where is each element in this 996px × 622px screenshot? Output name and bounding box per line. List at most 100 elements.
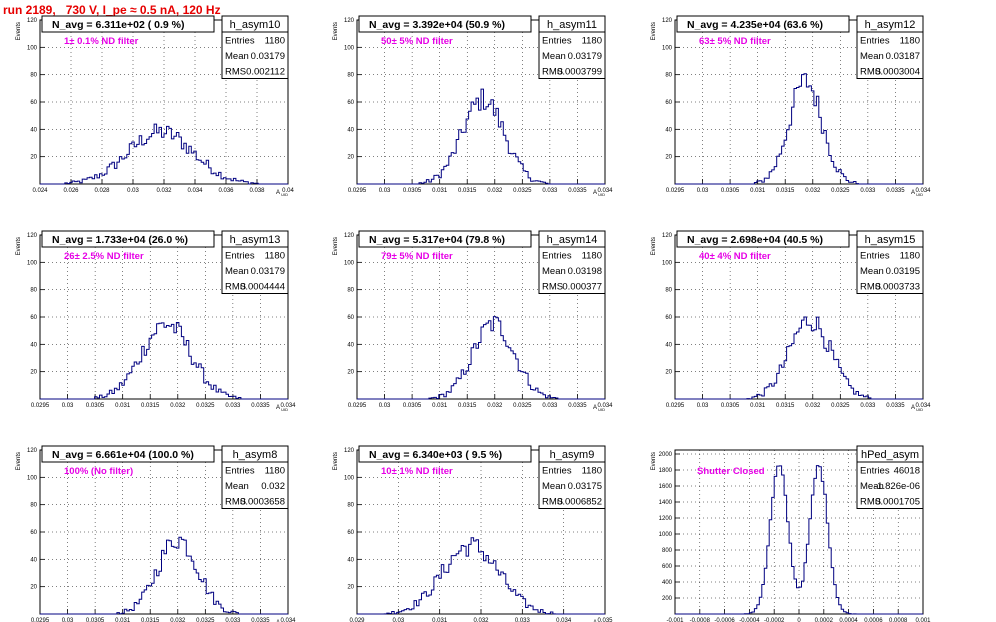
x-tick-label: 0.0305: [403, 188, 422, 194]
histogram-panel-h_asym14: 0.0295 0.03 0.0305 0.031 0.0315 0.032 0.0325 0.…: [333, 230, 613, 412]
stats-box: [538, 15, 606, 79]
y-tick-label: 40: [665, 342, 672, 348]
y-tick-label: 1600: [659, 484, 673, 490]
navg-label: N_avg = 4.235e+04 (63.6 %): [687, 19, 823, 31]
x-tick-label: 0.0315: [776, 188, 795, 194]
filter-annotation: 63± 5% ND filter: [699, 36, 771, 47]
y-tick-label: 80: [30, 73, 37, 79]
x-tick-label: 0.0315: [458, 403, 477, 409]
x-tick-label: 0.032: [487, 403, 503, 409]
y-tick-label: 100: [662, 260, 673, 266]
y-tick-label: 20: [30, 155, 37, 161]
x-tick-label: 0.0006: [864, 618, 883, 622]
x-axis-title: A UID: [276, 620, 288, 622]
histogram-hPed_asym: [675, 465, 923, 615]
stats-value: 0.03198: [568, 266, 602, 277]
stats-label: Mean: [225, 51, 249, 62]
stats-box: [856, 15, 924, 79]
y-tick-label: 120: [662, 233, 673, 239]
stats-label: Entries: [860, 36, 890, 47]
x-tick-label: 0.033: [225, 618, 241, 622]
filter-annotation: 100% (No filter): [64, 466, 133, 477]
x-tick-label: 0.0295: [31, 403, 50, 409]
stats-box: [538, 445, 606, 509]
x-tick-label: 0.0295: [666, 188, 685, 194]
stats-title: h_asym11: [547, 19, 597, 31]
histogram-panel-h_asym13: 0.0295 0.03 0.0305 0.031 0.0315 0.032 0.0325 0.…: [16, 230, 296, 412]
y-axis-title: Events: [651, 452, 657, 470]
x-tick-label: 0.0295: [348, 188, 367, 194]
y-tick-label: 1000: [659, 532, 673, 538]
histogram-h_asym11: [357, 88, 605, 185]
stats-label: Entries: [225, 466, 255, 477]
x-tick-label: 0.033: [542, 403, 558, 409]
y-tick-label: 40: [30, 342, 37, 348]
y-tick-label: 40: [347, 342, 354, 348]
y-tick-label: 100: [662, 45, 673, 51]
navg-box: [358, 230, 532, 248]
x-tick-label: 0.034: [915, 403, 931, 409]
stats-label: RMS: [225, 497, 246, 508]
x-tick-label: 0.0295: [31, 618, 50, 622]
stats-value: -1.826e-06: [874, 481, 920, 492]
y-tick-label: 40: [665, 127, 672, 133]
x-tick-label: 0.032: [170, 618, 186, 622]
x-tick-label: 0.031: [750, 188, 766, 194]
filter-annotation: 40± 4% ND filter: [699, 251, 771, 262]
stats-label: Entries: [542, 251, 572, 262]
navg-label: N_avg = 5.317e+04 (79.8 %): [369, 234, 505, 246]
stats-value: 0.03179: [251, 51, 285, 62]
y-axis-title: Events: [333, 452, 339, 470]
x-tick-label: 0.0002: [815, 618, 834, 622]
y-axis-title: Events: [651, 22, 657, 40]
y-axis-title: Events: [333, 22, 339, 40]
x-tick-label: 0.0325: [513, 188, 532, 194]
stats-value: 0.000377: [562, 282, 602, 293]
stats-value: 46018: [894, 466, 920, 477]
navg-box: [358, 15, 532, 33]
y-tick-label: 1800: [659, 468, 673, 474]
y-tick-label: 60: [665, 100, 672, 106]
y-tick-label: 120: [27, 448, 38, 454]
y-tick-label: 20: [347, 585, 354, 591]
x-tick-label: 0.024: [32, 188, 48, 194]
x-tick-label: 0.031: [115, 618, 131, 622]
y-axis-title: Events: [651, 237, 657, 255]
histogram-panel-h_asym9: 0.029 0.03 0.031 0.032 0.033 0.034 0.035 20 40 60…: [333, 445, 613, 622]
stats-label: RMS: [860, 497, 881, 508]
x-tick-label: 0.0305: [86, 403, 105, 409]
y-tick-label: 40: [347, 557, 354, 563]
y-tick-label: 80: [665, 288, 672, 294]
x-tick-label: 0.03: [392, 618, 404, 622]
filter-annotation: 50± 5% ND filter: [381, 36, 453, 47]
stats-value: 0.0003658: [240, 497, 285, 508]
x-tick-label: 0.028: [94, 188, 110, 194]
stats-label: RMS: [542, 67, 563, 78]
y-tick-label: 100: [344, 260, 355, 266]
stats-label: Entries: [860, 466, 890, 477]
x-tick-label: 0.031: [432, 618, 448, 622]
navg-label: N_avg = 6.661e+04 (100.0 %): [52, 449, 194, 461]
stats-value: 1180: [900, 251, 920, 262]
run-title: run 2189, 730 V, I_pe ≈ 0.5 nA, 120 Hz: [3, 3, 221, 17]
stats-value: 0.032: [261, 481, 285, 492]
navg-box: [358, 445, 532, 463]
stats-label: Entries: [860, 251, 890, 262]
y-tick-label: 1400: [659, 500, 673, 506]
navg-label: N_avg = 2.698e+04 (40.5 %): [687, 234, 823, 246]
stats-value: 0.03175: [568, 481, 602, 492]
x-tick-label: 0.0305: [721, 188, 740, 194]
stats-box: [856, 230, 924, 294]
stats-title: h_asym9: [550, 449, 595, 461]
x-tick-label: 0.029: [349, 618, 365, 622]
x-tick-label: 0.034: [280, 403, 296, 409]
stats-box: [221, 445, 289, 509]
navg-box: [41, 445, 215, 463]
x-tick-label: 0: [797, 618, 801, 622]
histogram-panel-h_asym12: 0.0295 0.03 0.0305 0.031 0.0315 0.032 0.0325 0.…: [651, 15, 931, 197]
histogram-h_asym15: [675, 316, 923, 400]
x-tick-label: 0.0305: [403, 403, 422, 409]
x-tick-label: 0.0008: [889, 618, 908, 622]
y-axis-title: Events: [16, 237, 22, 255]
histogram-panel-h_asym8: 0.0295 0.03 0.0305 0.031 0.0315 0.032 0.0325 0.…: [16, 445, 296, 622]
